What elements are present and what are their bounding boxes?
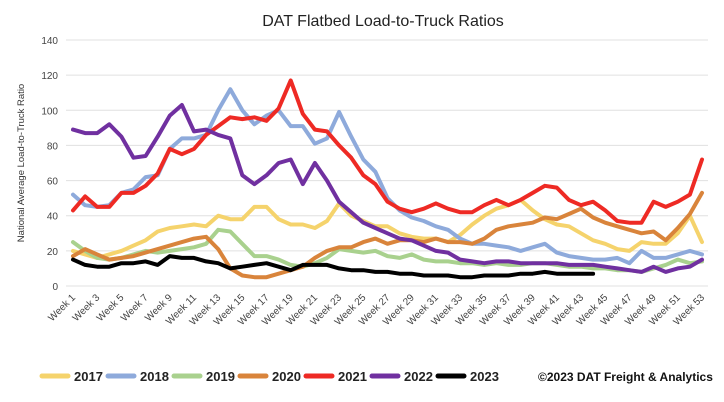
legend-label-2017: 2017 xyxy=(74,369,103,384)
y-tick-label: 40 xyxy=(47,212,59,223)
y-tick-label: 80 xyxy=(47,141,59,152)
y-tick-label: 0 xyxy=(52,282,58,293)
y-tick-label: 20 xyxy=(47,247,59,258)
y-tick-label: 100 xyxy=(41,106,58,117)
legend-label-2019: 2019 xyxy=(206,369,235,384)
legend-label-2018: 2018 xyxy=(140,369,169,384)
series-line-2020 xyxy=(71,190,704,280)
y-tick-label: 140 xyxy=(41,36,58,47)
series-line-2023 xyxy=(71,254,596,280)
series-line-2018 xyxy=(71,87,704,266)
series-line-2017 xyxy=(71,197,704,260)
copyright-annotation: ©2023 DAT Freight & Analytics xyxy=(538,370,713,384)
y-axis-label: National Average Load-to-Truck Ratio xyxy=(16,84,27,242)
series-line-2022 xyxy=(71,103,704,274)
legend-label-2020: 2020 xyxy=(272,369,301,384)
legend-label-2021: 2021 xyxy=(338,369,367,384)
y-tick-label: 60 xyxy=(47,177,59,188)
y-tick-label: 120 xyxy=(41,71,58,82)
series-line-2019 xyxy=(71,227,704,274)
chart-title: DAT Flatbed Load-to-Truck Ratios xyxy=(262,13,504,30)
series-line-2021 xyxy=(71,78,704,225)
legend-label-2023: 2023 xyxy=(470,369,499,384)
legend-label-2022: 2022 xyxy=(404,369,433,384)
